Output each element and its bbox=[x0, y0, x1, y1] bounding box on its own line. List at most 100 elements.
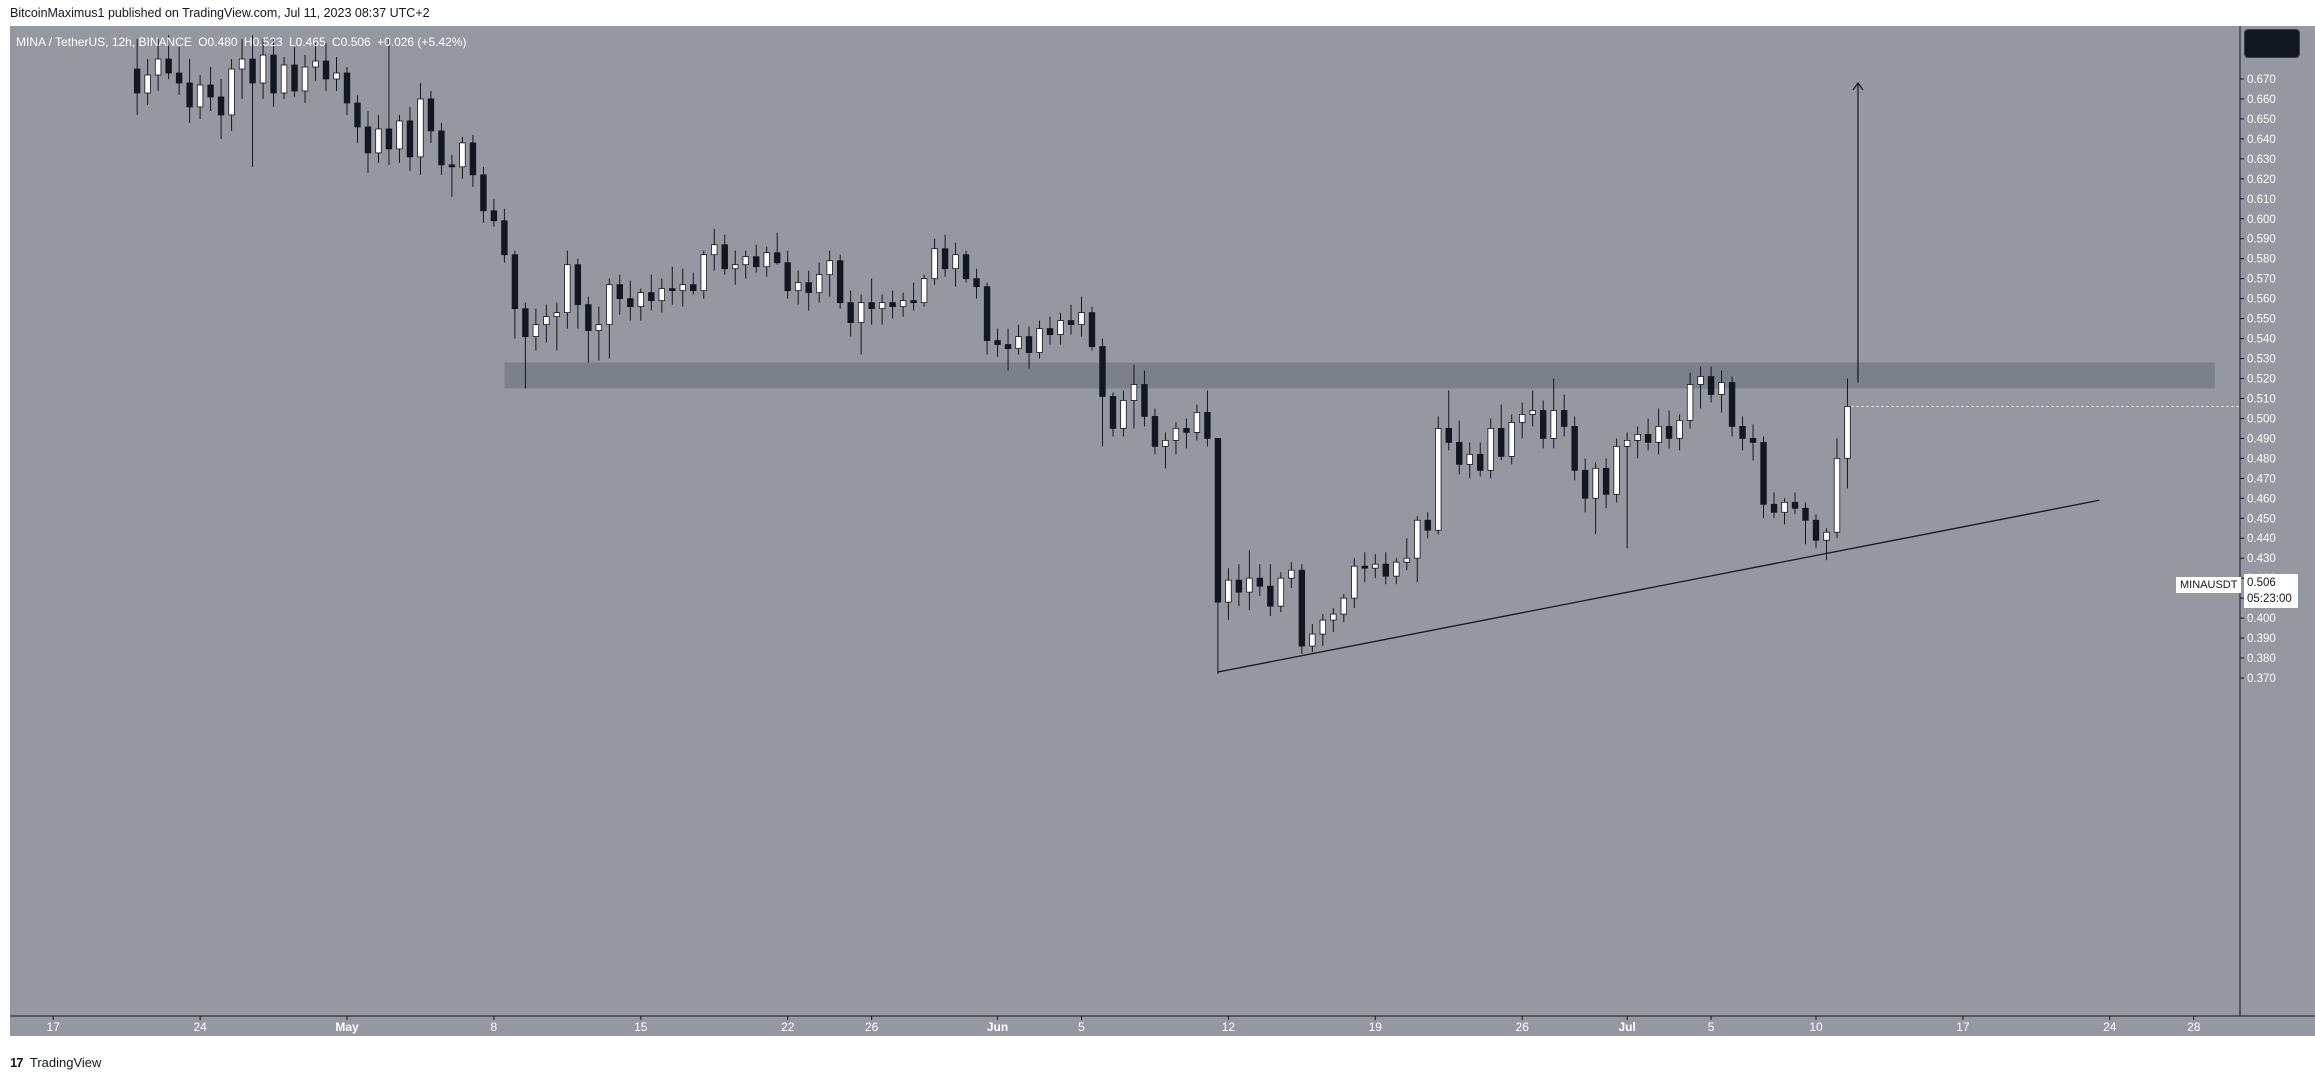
candle-body bbox=[1351, 565, 1358, 599]
candle-body bbox=[1309, 633, 1316, 647]
candle-body bbox=[994, 340, 1001, 345]
candle-body bbox=[742, 256, 749, 266]
settings-button[interactable] bbox=[2244, 29, 2300, 58]
price-tick-label: 0.560 bbox=[2247, 294, 2276, 306]
candle-body bbox=[396, 120, 403, 150]
candle-body bbox=[889, 302, 896, 308]
candle-body bbox=[983, 286, 991, 341]
candle-body bbox=[322, 60, 330, 80]
candle-body bbox=[469, 142, 477, 176]
price-tick-label: 0.480 bbox=[2247, 453, 2276, 465]
candle-body bbox=[1665, 426, 1673, 439]
price-tick-label: 0.620 bbox=[2247, 174, 2276, 186]
price-tick-label: 0.390 bbox=[2247, 633, 2276, 645]
candle-body bbox=[165, 58, 172, 74]
price-tick-label: 0.540 bbox=[2247, 334, 2276, 346]
candle-body bbox=[1151, 416, 1159, 447]
candle-body bbox=[920, 278, 928, 304]
candle-body bbox=[931, 248, 938, 280]
time-tick-label: 10 bbox=[1809, 1020, 1823, 1034]
candle-body bbox=[805, 282, 812, 294]
ascending-support-line bbox=[1217, 499, 2100, 673]
candle-body bbox=[679, 284, 686, 292]
candle-body bbox=[1802, 507, 1809, 521]
candle-body bbox=[899, 300, 907, 308]
candle-body bbox=[1225, 579, 1232, 603]
candle-body bbox=[574, 264, 582, 306]
candle-body bbox=[973, 278, 980, 288]
candle-body bbox=[1781, 501, 1788, 513]
time-tick-label: 17 bbox=[47, 1020, 61, 1034]
price-tick-label: 0.570 bbox=[2247, 274, 2276, 286]
price-tick-label: 0.630 bbox=[2247, 154, 2276, 166]
price-tick-label: 0.460 bbox=[2247, 493, 2276, 505]
price-tick-label: 0.610 bbox=[2247, 194, 2276, 206]
candle-body bbox=[259, 54, 267, 84]
time-tick-label: 15 bbox=[634, 1020, 648, 1034]
candle-body bbox=[753, 256, 760, 268]
price-tick-label: 0.650 bbox=[2247, 114, 2276, 126]
candle-body bbox=[1246, 577, 1253, 593]
candle-body bbox=[815, 274, 823, 294]
candle-body bbox=[1592, 467, 1599, 499]
candle-body bbox=[553, 312, 561, 318]
candle-body bbox=[690, 284, 697, 292]
candle-body bbox=[1571, 426, 1578, 471]
candle-body bbox=[721, 244, 728, 270]
candle-body bbox=[1204, 412, 1211, 439]
publisher-bar: BitcoinMaximus1 published on TradingView… bbox=[0, 0, 2315, 26]
price-tick-label: 0.640 bbox=[2247, 134, 2276, 146]
tv-logo-text: TradingView bbox=[29, 1055, 102, 1070]
symbol-badge: MINAUSDT bbox=[2176, 577, 2242, 593]
last-price-badge: 0.506 05:23:00 bbox=[2244, 574, 2298, 608]
candle-body bbox=[154, 58, 162, 76]
candle-body bbox=[1508, 422, 1515, 457]
candle-body bbox=[1602, 467, 1610, 495]
candle-body bbox=[1109, 396, 1117, 429]
candle-body bbox=[1812, 519, 1820, 541]
candle-body bbox=[1445, 428, 1452, 443]
target-arrow-head bbox=[1852, 81, 1864, 91]
candle-body bbox=[417, 98, 424, 158]
candle-body bbox=[585, 304, 592, 331]
candle-body bbox=[1519, 414, 1526, 423]
candle-body bbox=[1634, 434, 1641, 441]
candle-body bbox=[196, 84, 204, 108]
candle-body bbox=[784, 262, 791, 292]
candle-body bbox=[375, 128, 382, 154]
bar-countdown: 05:23:00 bbox=[2247, 593, 2292, 605]
candle-body bbox=[249, 58, 256, 84]
footer: 17 TradingView bbox=[0, 1046, 2315, 1079]
candle-body bbox=[1655, 426, 1662, 443]
candle-body bbox=[217, 96, 225, 116]
candle-body bbox=[1550, 410, 1557, 439]
candle-body bbox=[669, 288, 676, 292]
candlestick-chart[interactable]: 0.3700.3800.3900.4000.4100.4200.4300.440… bbox=[0, 26, 2315, 1046]
candle-body bbox=[1277, 577, 1285, 607]
time-axis-area bbox=[10, 1016, 2315, 1036]
candle-body bbox=[627, 298, 634, 308]
tradingview-logo[interactable]: 17 TradingView bbox=[10, 1055, 101, 1070]
candle-body bbox=[270, 54, 277, 94]
plot-area bbox=[10, 26, 2240, 1016]
price-tick-label: 0.510 bbox=[2247, 393, 2276, 405]
candle-body bbox=[280, 64, 288, 94]
candle-body bbox=[732, 264, 739, 270]
candle-body bbox=[1099, 346, 1106, 397]
price-tick-label: 0.440 bbox=[2247, 533, 2276, 545]
candle-body bbox=[385, 128, 393, 150]
candle-body bbox=[658, 288, 665, 302]
candle-body bbox=[1361, 565, 1369, 569]
ohlc-low: L0.465 bbox=[288, 35, 326, 49]
candle-body bbox=[700, 254, 707, 292]
candle-body bbox=[207, 84, 214, 98]
candle-body bbox=[910, 300, 917, 304]
candle-body bbox=[1382, 563, 1389, 577]
time-axis-labels: 17 24 May 8 15 22 26 Jun 5 12 19 26 Jul 5 10 17 24 28 bbox=[47, 1016, 2201, 1034]
candle-body bbox=[1498, 428, 1505, 457]
chart-frame[interactable]: 0.3700.3800.3900.4000.4100.4200.4300.440… bbox=[0, 26, 2315, 1046]
time-tick-label: 26 bbox=[865, 1020, 879, 1034]
candle-body bbox=[364, 126, 372, 154]
candle-body bbox=[354, 102, 361, 128]
ohlc-close: C0.506 bbox=[332, 35, 371, 49]
